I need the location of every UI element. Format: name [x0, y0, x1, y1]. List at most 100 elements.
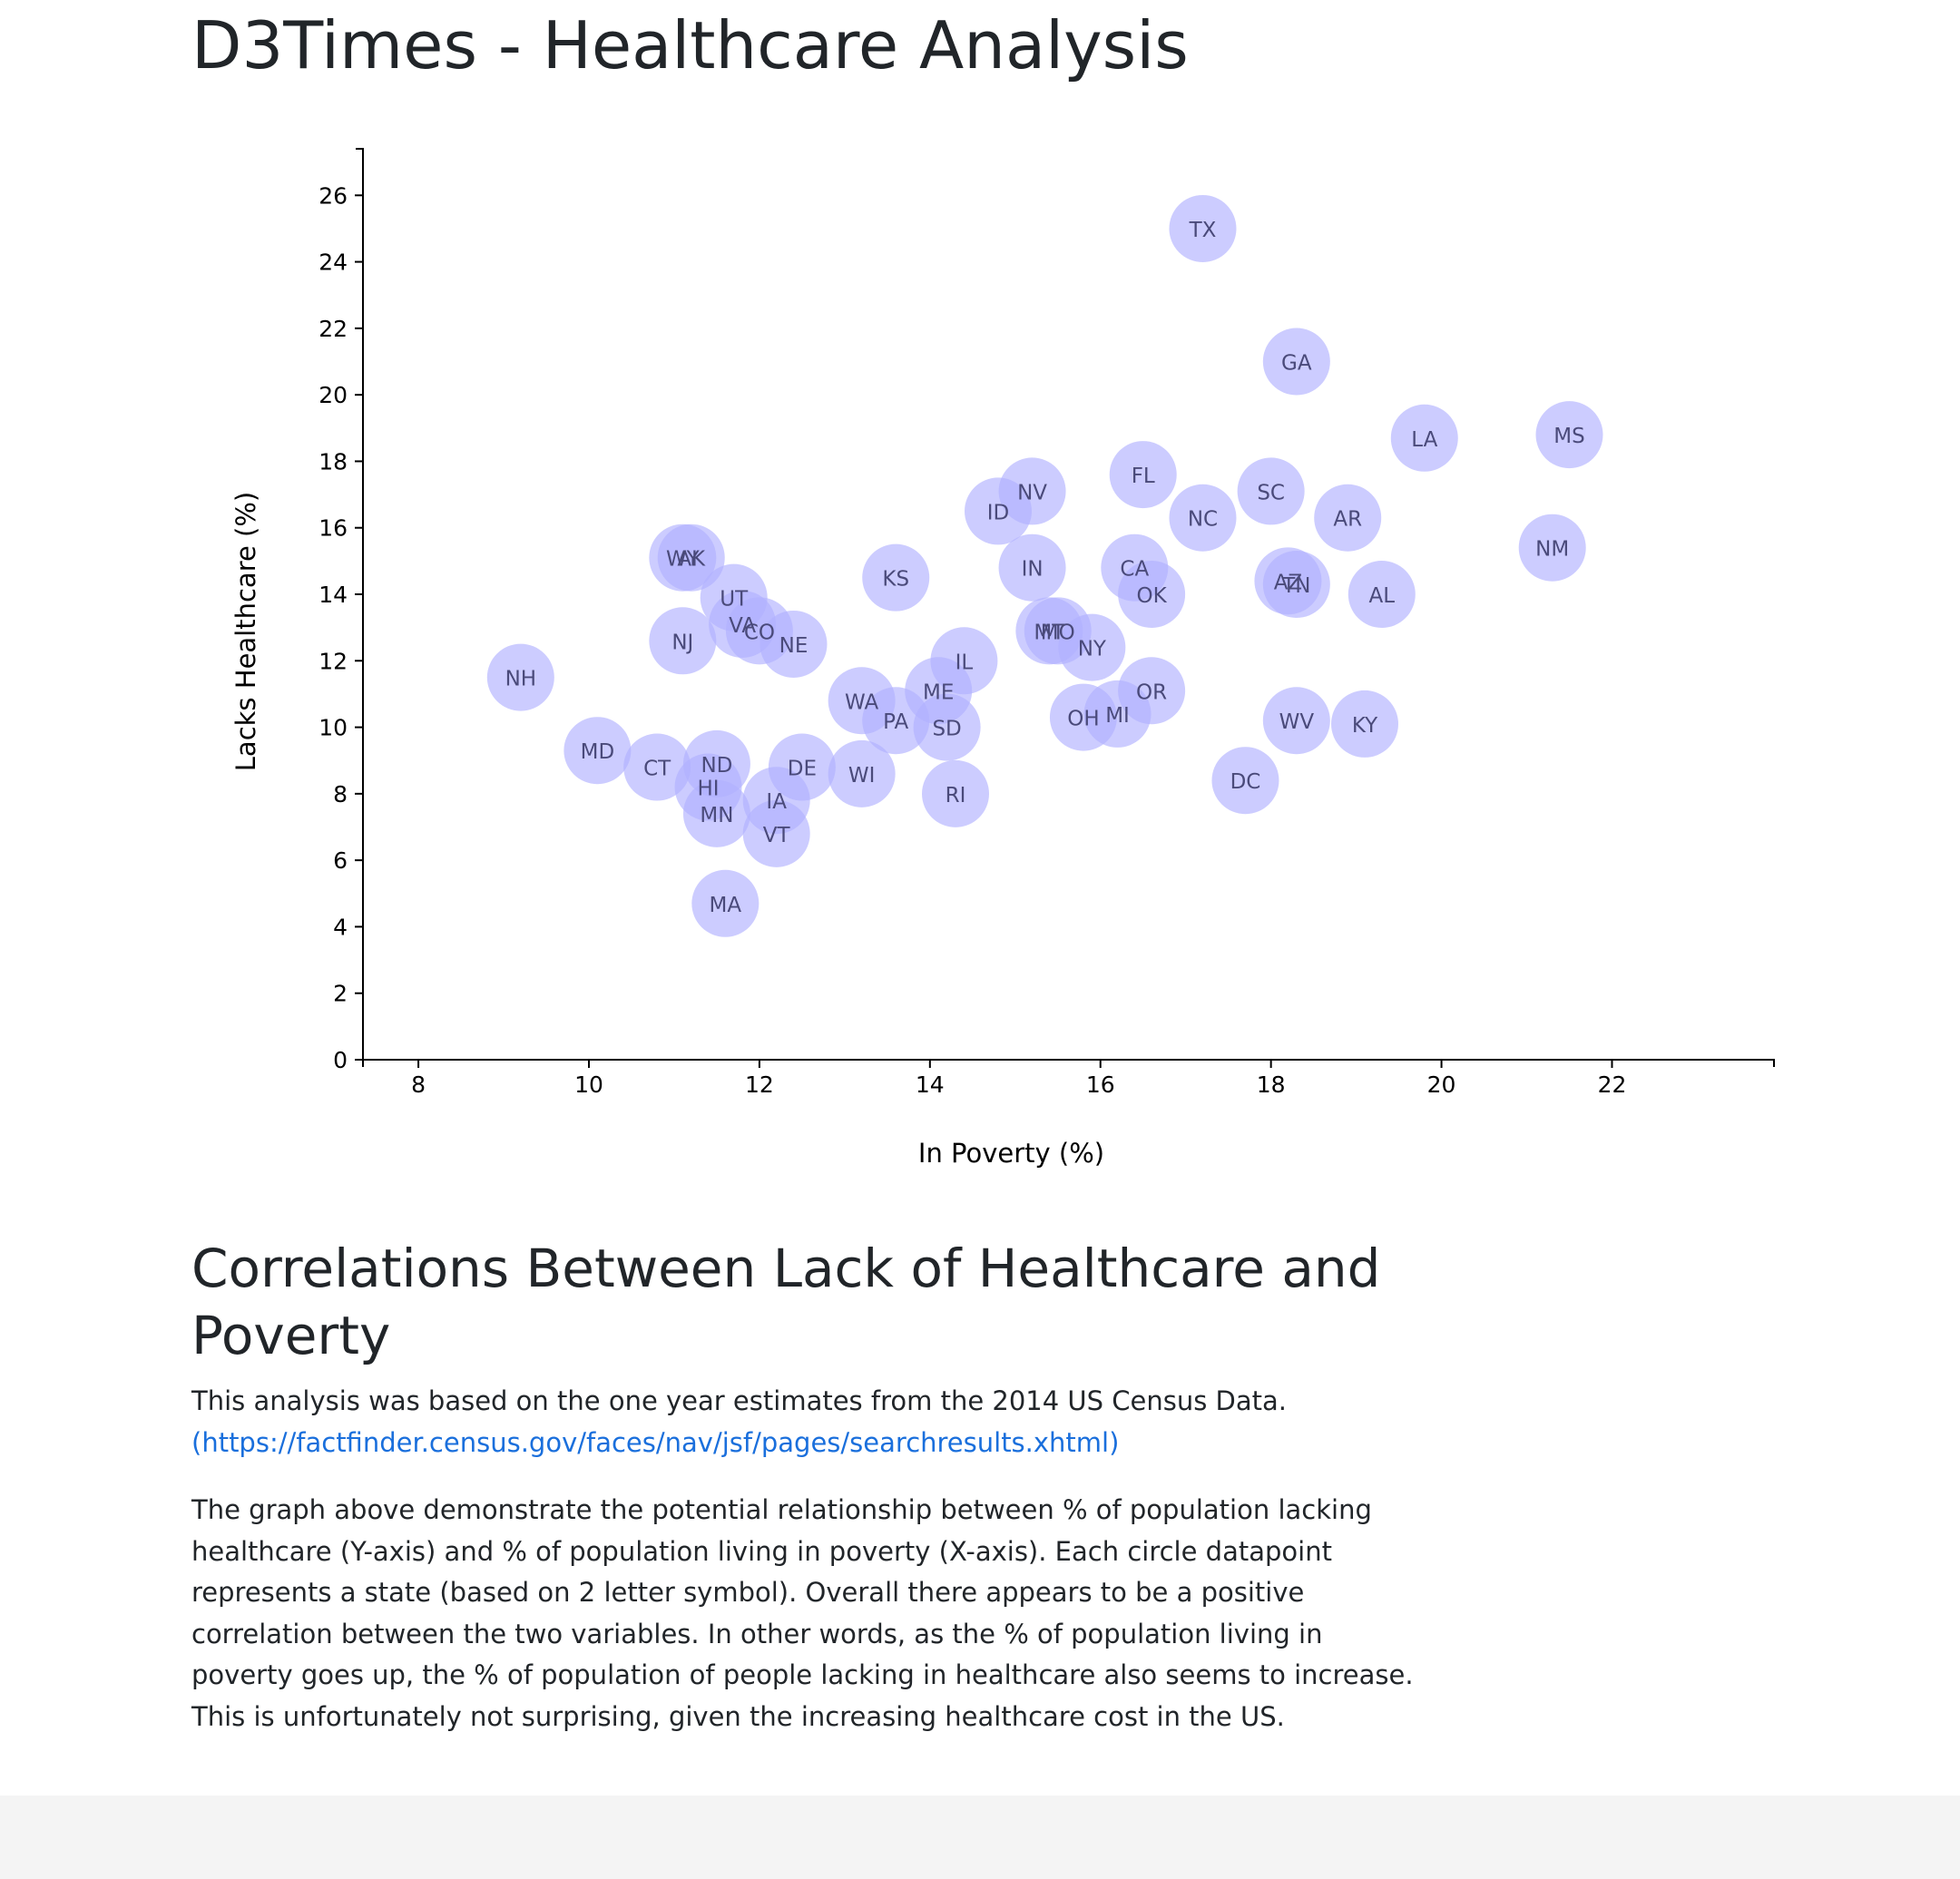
data-point-label-vt: VT — [763, 824, 791, 847]
data-point-label-la: LA — [1411, 428, 1437, 452]
data-point-ne — [760, 610, 828, 678]
data-point-label-wv: WV — [1279, 710, 1315, 734]
data-point-ma — [691, 869, 760, 937]
data-point-fl — [1109, 441, 1177, 509]
data-point-nj — [649, 607, 717, 675]
x-tick-label: 12 — [745, 1072, 774, 1098]
data-point-label-ia: IA — [766, 790, 787, 814]
y-tick-label: 26 — [318, 182, 348, 209]
data-point-label-ar: AR — [1333, 508, 1362, 532]
data-point-ms — [1535, 401, 1603, 469]
y-tick-label: 4 — [333, 914, 348, 940]
data-point-ny — [1058, 613, 1126, 681]
axes-layer: 8 10 12 14 16 18 20 2202468101214161820222426In… — [230, 148, 1775, 1169]
data-point-nm — [1518, 514, 1586, 582]
data-point-label-nm: NM — [1535, 538, 1569, 562]
data-point-label-sc: SC — [1257, 481, 1285, 504]
y-tick-label: 18 — [318, 448, 348, 475]
x-tick-label: 8 — [411, 1072, 426, 1098]
data-point-label-al: AL — [1369, 584, 1396, 608]
data-point-label-oh: OH — [1067, 708, 1099, 731]
page-footer — [0, 1796, 1960, 1879]
data-point-in — [998, 533, 1066, 602]
data-point-label-hi: HI — [697, 778, 719, 801]
data-point-nh — [486, 643, 554, 711]
data-point-ar — [1314, 484, 1382, 552]
x-tick-label: 10 — [574, 1072, 603, 1098]
data-point-label-in: IN — [1022, 558, 1044, 582]
data-point-label-ak: AK — [677, 548, 706, 572]
x-tick-label: 16 — [1086, 1072, 1115, 1098]
x-tick-label: 18 — [1257, 1072, 1286, 1098]
article-heading: Correlations Between Lack of Healthcare … — [191, 1238, 1381, 1366]
data-point-label-nh: NH — [505, 668, 537, 691]
data-point-vt — [742, 799, 810, 867]
y-tick-label: 6 — [333, 847, 348, 874]
data-point-label-nj: NJ — [671, 631, 693, 654]
data-point-label-de: DE — [788, 758, 817, 781]
data-point-label-wy: WY — [666, 548, 701, 572]
data-point-sd — [913, 693, 981, 761]
data-point-wi — [828, 739, 896, 807]
data-point-label-ma: MA — [710, 894, 742, 917]
data-point-label-mo: MO — [1041, 621, 1075, 644]
y-tick-label: 24 — [318, 250, 348, 276]
x-tick-label: 14 — [916, 1072, 945, 1098]
data-point-label-ne: NE — [779, 634, 808, 658]
y-tick-label: 10 — [318, 715, 348, 741]
data-point-wv — [1262, 687, 1330, 755]
source-text: This analysis was based on the one year … — [191, 1385, 1288, 1416]
data-point-tx — [1169, 194, 1237, 262]
data-point-ks — [862, 543, 930, 612]
data-point-label-ok: OK — [1137, 584, 1168, 608]
data-point-label-wa: WA — [845, 690, 878, 714]
data-point-label-nc: NC — [1188, 508, 1218, 532]
y-tick-label: 16 — [318, 515, 348, 542]
data-point-label-ri: RI — [946, 784, 966, 807]
data-point-label-id: ID — [987, 501, 1010, 524]
data-point-label-ut: UT — [720, 588, 749, 612]
data-point-label-tn: TN — [1281, 574, 1310, 598]
data-point-label-pa: PA — [883, 710, 908, 734]
data-point-label-az: AZ — [1274, 571, 1303, 594]
data-point-ct — [623, 733, 691, 801]
data-point-la — [1390, 404, 1458, 472]
data-point-label-mn: MN — [700, 804, 733, 827]
source-link[interactable]: (https://factfinder.census.gov/faces/nav… — [191, 1426, 1120, 1458]
data-point-tn — [1262, 551, 1330, 619]
data-point-nc — [1169, 484, 1237, 552]
y-axis-line — [356, 148, 364, 1061]
source-paragraph: This analysis was based on the one year … — [191, 1381, 1426, 1463]
data-point-mn — [682, 779, 750, 847]
data-point-label-ky: KY — [1352, 714, 1378, 738]
y-tick-label: 20 — [318, 382, 348, 408]
description-paragraph: The graph above demonstrate the potentia… — [191, 1494, 1414, 1732]
data-point-ga — [1262, 328, 1330, 396]
data-point-label-co: CO — [744, 621, 775, 644]
data-point-label-ct: CT — [643, 758, 671, 781]
data-point-label-ny: NY — [1078, 638, 1107, 661]
data-point-label-mt: MT — [1034, 621, 1065, 644]
x-tick-label: 20 — [1427, 1072, 1456, 1098]
y-tick-label: 0 — [333, 1047, 348, 1073]
data-point-label-ks: KS — [882, 568, 909, 592]
data-point-label-il: IL — [956, 651, 974, 674]
data-point-sc — [1237, 457, 1305, 525]
data-point-label-or: OR — [1136, 680, 1167, 704]
data-point-label-mi: MI — [1105, 704, 1130, 728]
data-point-label-me: ME — [923, 680, 954, 704]
data-point-label-va: VA — [729, 614, 756, 638]
data-point-label-ms: MS — [1553, 425, 1584, 448]
data-point-ak — [657, 524, 725, 592]
data-point-ok — [1118, 561, 1186, 629]
data-point-label-ca: CA — [1120, 558, 1149, 582]
page-title: D3Times - Healthcare Analysis — [191, 7, 1189, 83]
data-point-label-nv: NV — [1017, 481, 1047, 504]
data-point-al — [1348, 561, 1416, 629]
y-tick-label: 14 — [318, 582, 348, 608]
y-tick-label: 22 — [318, 316, 348, 342]
data-point-label-md: MD — [581, 740, 615, 764]
x-axis-line — [362, 1059, 1775, 1067]
data-point-mi — [1083, 680, 1152, 748]
